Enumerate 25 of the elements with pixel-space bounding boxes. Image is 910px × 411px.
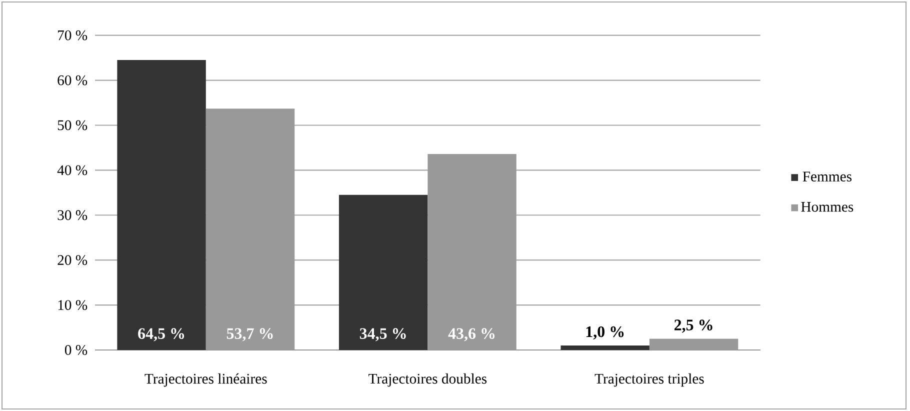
bar xyxy=(560,346,650,350)
y-tick-label: 20 % xyxy=(58,255,88,266)
y-tick-label: 0 % xyxy=(64,345,88,355)
legend-label: Hommes xyxy=(801,202,854,212)
y-tick-label: 60 % xyxy=(58,75,88,86)
y-tick-label: 30 % xyxy=(58,210,88,220)
bar xyxy=(428,154,516,350)
data-label: 2,5 % xyxy=(674,320,712,333)
legend-label: Femmes xyxy=(802,172,852,182)
x-tick-label: Trajectoires triples xyxy=(594,373,704,387)
data-label: 43,6 % xyxy=(448,328,495,342)
y-tick-label: 50 % xyxy=(58,120,88,130)
data-label: 34,5 % xyxy=(360,328,406,342)
x-tick-label: Trajectoires linéaires xyxy=(144,373,267,387)
data-label: 1,0 % xyxy=(586,326,624,340)
data-label: 64,5 % xyxy=(138,328,184,342)
bar xyxy=(338,194,428,350)
y-tick-label: 70 % xyxy=(58,30,88,40)
y-tick-label: 10 % xyxy=(58,300,88,310)
data-label: 53,7 % xyxy=(226,328,273,342)
y-tick-label: 40 % xyxy=(57,165,88,176)
bar xyxy=(649,338,738,350)
x-tick-label: Trajectoires doubles xyxy=(368,373,487,387)
bar xyxy=(117,60,206,350)
bar xyxy=(206,108,295,350)
